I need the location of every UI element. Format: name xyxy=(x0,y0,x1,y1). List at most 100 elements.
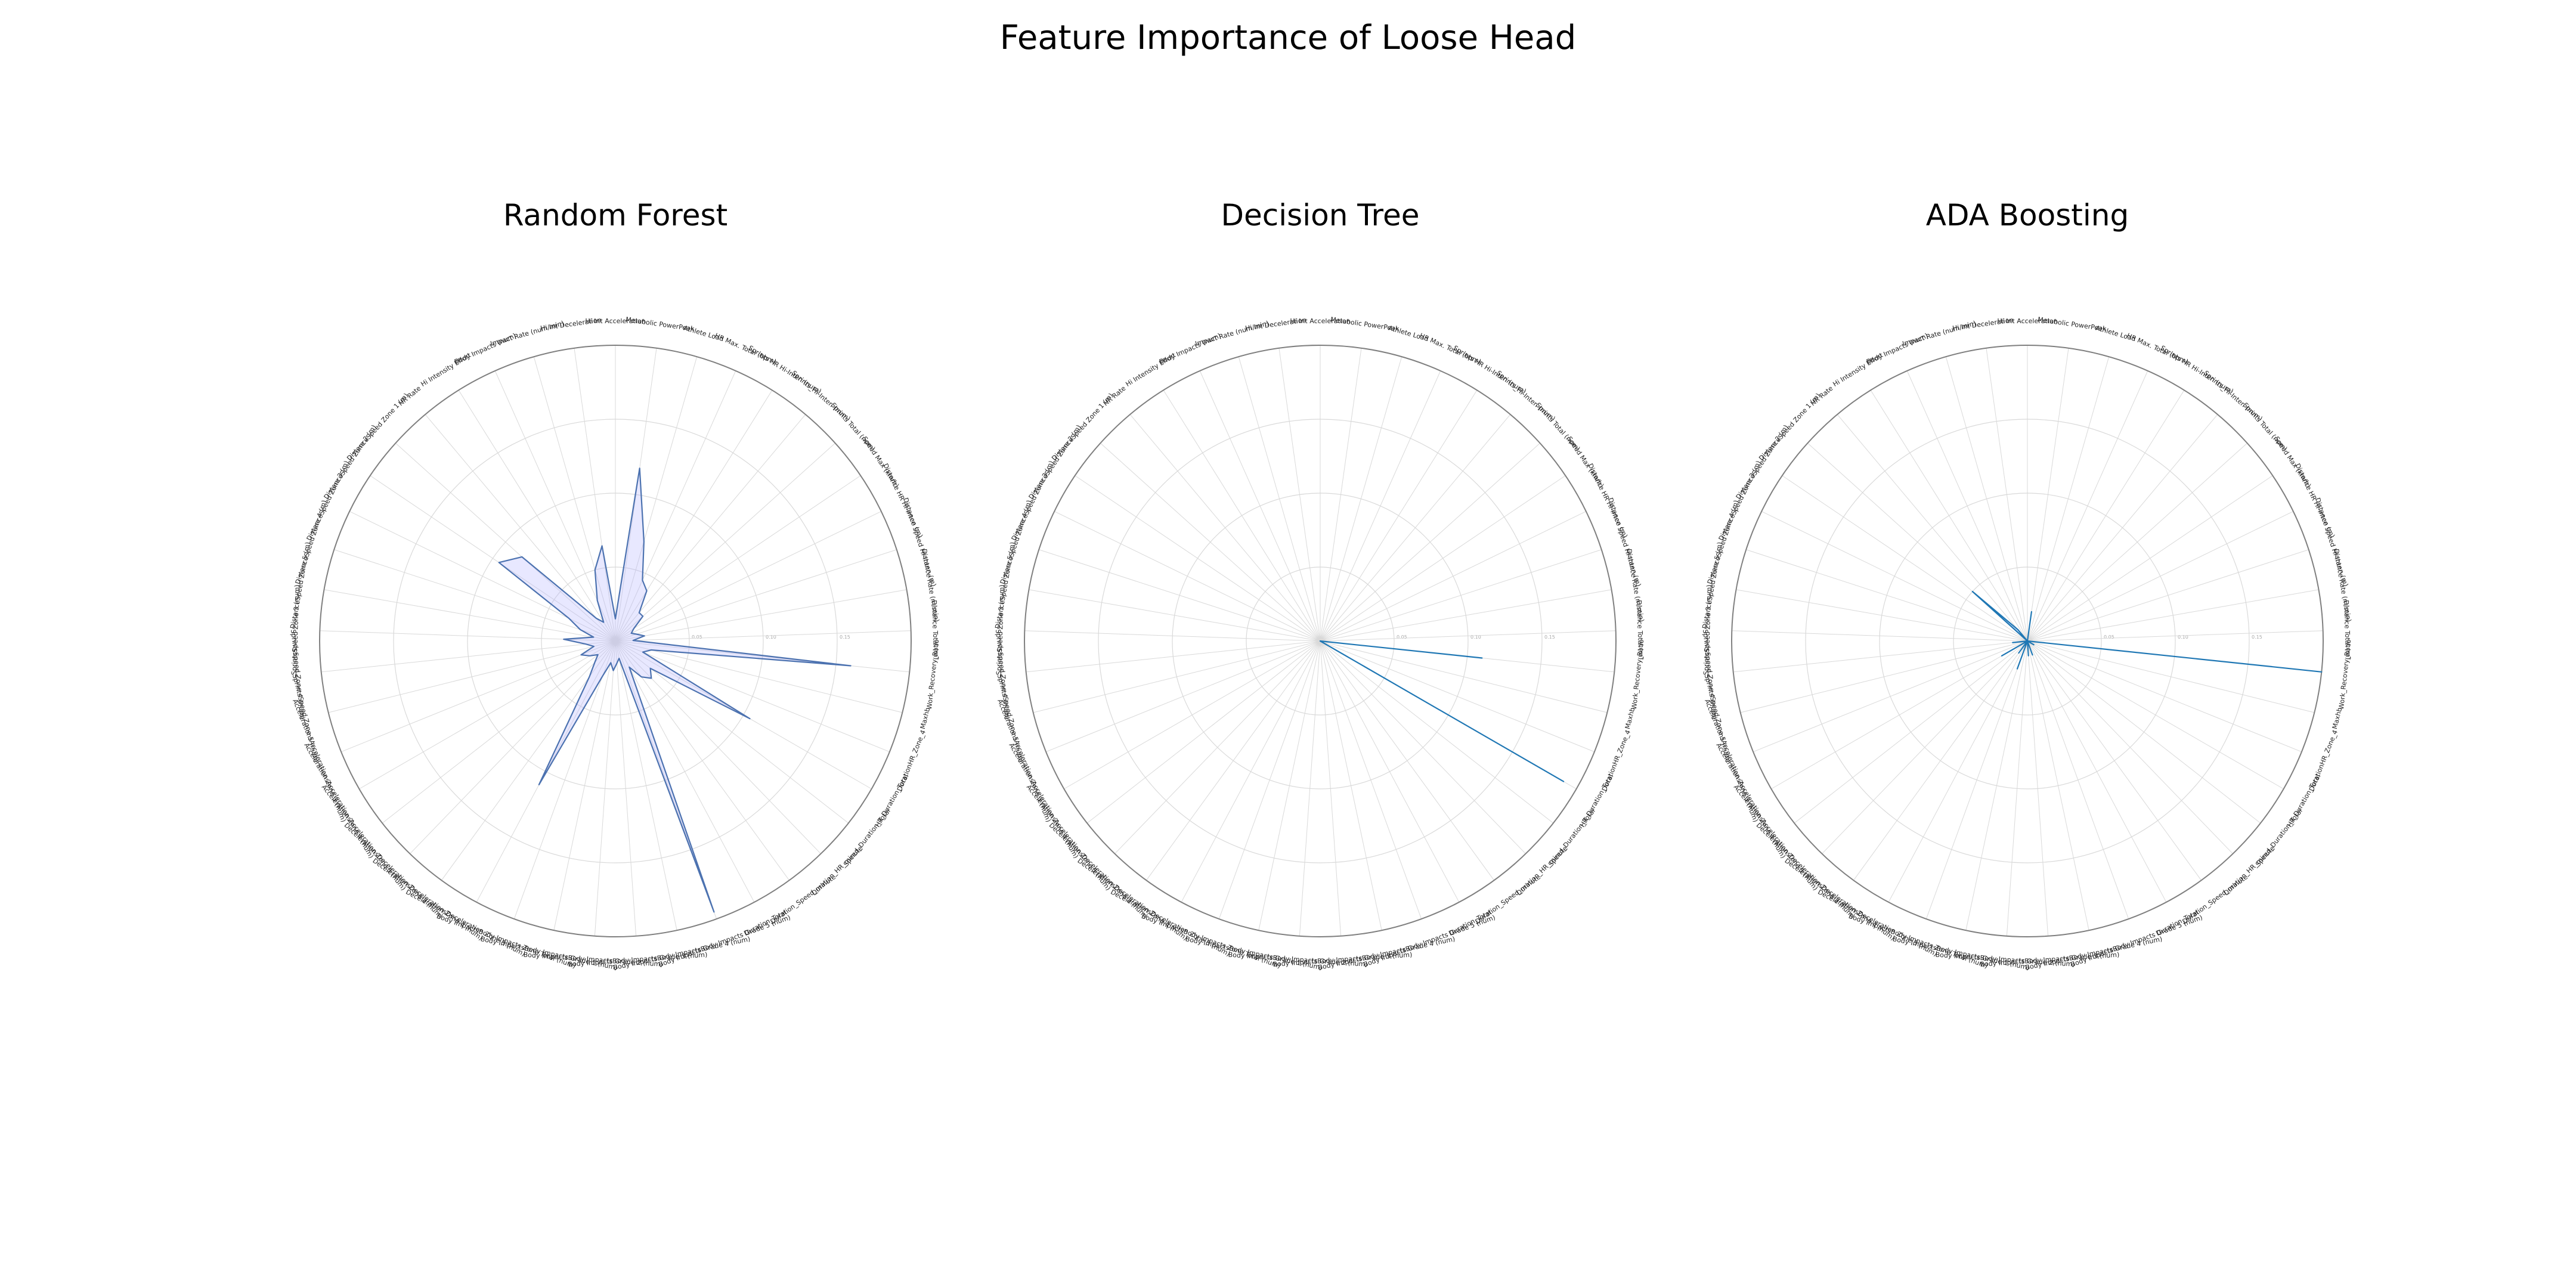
spoke-line xyxy=(340,640,616,753)
data-point xyxy=(640,676,642,677)
data-point xyxy=(644,635,645,637)
spoke-line xyxy=(615,511,882,642)
spoke-line xyxy=(324,589,616,642)
data-point xyxy=(601,545,603,547)
data-point xyxy=(2321,671,2323,673)
data-point xyxy=(589,676,590,677)
data-point xyxy=(595,569,596,571)
spoke-line xyxy=(328,640,616,713)
data-point xyxy=(580,654,582,656)
data-point xyxy=(749,718,751,719)
spoke-line xyxy=(1026,640,1321,673)
spoke-line xyxy=(1986,348,2028,642)
data-point xyxy=(628,666,630,668)
spoke-line xyxy=(1114,640,1321,854)
outer-frame xyxy=(1731,345,2324,937)
spoke-line xyxy=(1794,640,2028,823)
data-point xyxy=(2017,629,2018,630)
spoke-line xyxy=(615,357,698,642)
spoke-line xyxy=(1888,640,2028,903)
spoke-line xyxy=(1320,549,1602,642)
spoke-line xyxy=(1320,640,1494,881)
spoke-line xyxy=(2027,640,2049,936)
spoke-line xyxy=(1320,442,1540,642)
spoke-line xyxy=(1320,357,1402,642)
spoke-line xyxy=(1320,640,1554,823)
data-point xyxy=(642,615,643,617)
radial-tick-label: 0.05 xyxy=(692,634,702,640)
data-point xyxy=(649,668,651,669)
spoke-line xyxy=(615,640,903,713)
spoke-line xyxy=(1100,442,1321,642)
data-point xyxy=(2017,668,2018,670)
spoke-line xyxy=(1075,475,1321,642)
radial-tick-label: 0.10 xyxy=(2178,634,2188,640)
outer-frame xyxy=(1024,345,1617,937)
data-point xyxy=(1481,657,1483,659)
spoke-line xyxy=(615,640,637,936)
spoke-line xyxy=(1925,640,2028,919)
spoke-line xyxy=(2027,370,2148,642)
spoke-line xyxy=(2027,442,2247,642)
spoke-line xyxy=(1299,640,1321,936)
data-point xyxy=(643,541,645,542)
data-point xyxy=(2027,655,2029,657)
data-point xyxy=(630,633,632,634)
data-point xyxy=(610,662,612,664)
spoke-line xyxy=(615,475,861,642)
spoke-line xyxy=(533,357,616,642)
data-point xyxy=(651,677,652,679)
spoke-line xyxy=(1771,640,2028,789)
series-polygon xyxy=(498,467,852,913)
data-point xyxy=(2031,611,2032,612)
radial-tick-label: 0.15 xyxy=(2252,634,2262,640)
spoke-line xyxy=(1870,390,2028,642)
data-point xyxy=(585,643,587,645)
spoke-line xyxy=(1320,370,1441,642)
data-point xyxy=(2001,655,2002,657)
data-point xyxy=(1563,781,1564,782)
spoke-line xyxy=(1218,640,1321,919)
spoke-line xyxy=(1064,640,1321,789)
data-point xyxy=(632,640,634,641)
spoke-line xyxy=(615,549,897,642)
data-point xyxy=(596,618,597,619)
spoke-line xyxy=(458,390,616,642)
data-point xyxy=(602,675,603,677)
chart-title: ADA Boosting xyxy=(1926,198,2129,233)
spoke-line xyxy=(1320,640,1595,753)
data-point xyxy=(538,784,540,785)
spoke-line xyxy=(1181,640,1321,903)
spoke-line xyxy=(2027,475,2273,642)
data-point xyxy=(568,618,569,619)
spoke-line xyxy=(574,348,616,642)
radial-tick-label: 0.10 xyxy=(1470,634,1481,640)
radial-tick-label: 0.15 xyxy=(840,634,850,640)
feature-label: Hi Int Acceleration xyxy=(1290,317,1350,325)
data-point xyxy=(2033,644,2035,645)
radial-tick-label: 0.05 xyxy=(2104,634,2114,640)
data-point xyxy=(1320,640,1321,642)
spoke-line xyxy=(1054,511,1321,642)
spoke-line xyxy=(1029,589,1321,642)
spoke-line xyxy=(615,390,773,642)
spoke-line xyxy=(494,370,616,642)
series-polygon xyxy=(1971,590,2323,673)
spoke-line xyxy=(2027,640,2261,823)
feature-label: Hi Int Acceleration xyxy=(1997,317,2057,325)
spoke-line xyxy=(615,630,911,642)
chart-title: Decision Tree xyxy=(1221,198,1420,233)
spoke-line xyxy=(1045,640,1321,753)
spoke-line xyxy=(553,640,616,931)
spoke-line xyxy=(1258,640,1321,931)
data-point xyxy=(521,556,523,558)
spoke-line xyxy=(1782,475,2028,642)
data-point xyxy=(636,633,637,635)
spoke-line xyxy=(334,549,616,642)
spoke-line xyxy=(1129,414,1321,642)
radial-tick-label: 0.15 xyxy=(1544,634,1555,640)
spoke-line xyxy=(1732,630,2028,642)
spoke-line xyxy=(1320,640,1342,936)
